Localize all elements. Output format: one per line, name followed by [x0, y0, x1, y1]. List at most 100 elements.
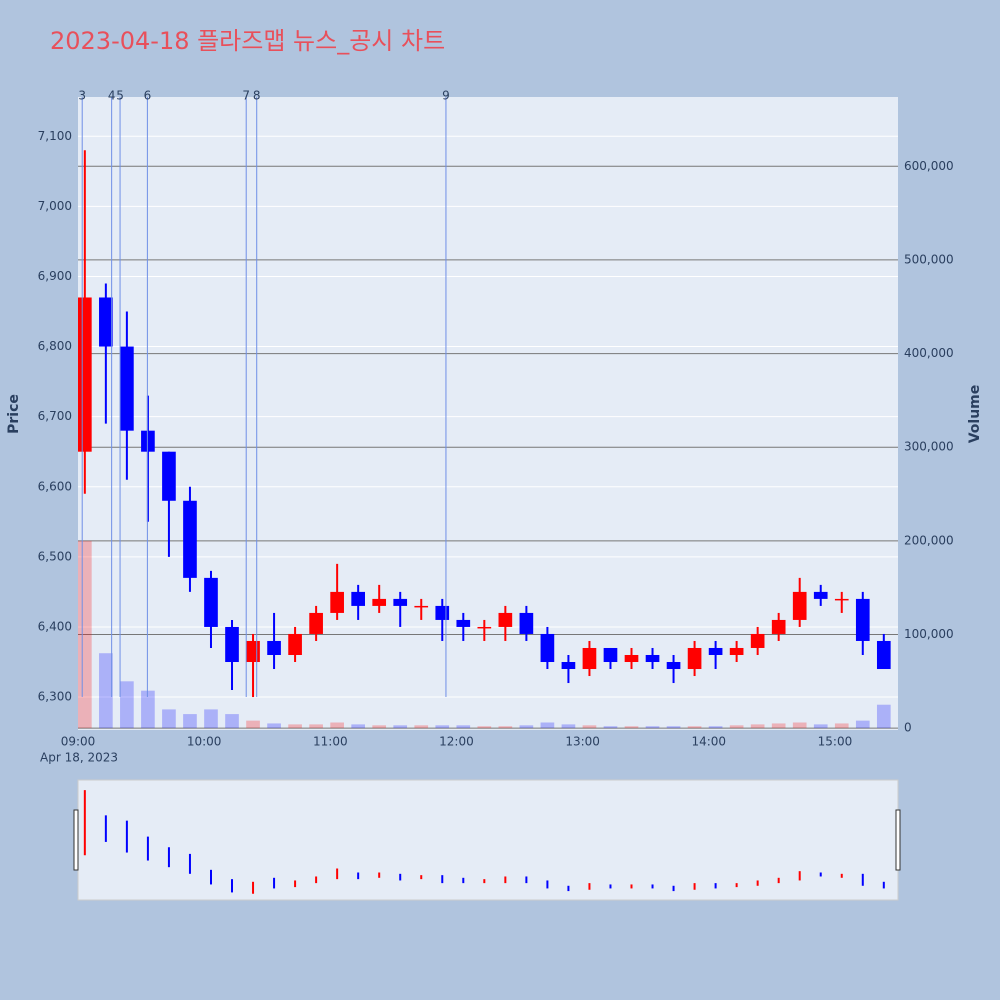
candle-body [162, 451, 176, 501]
candle-body [687, 647, 702, 670]
y-tick-label: 6,600 [38, 479, 72, 493]
candle-body [519, 612, 534, 634]
y2-tick-label: 0 [904, 721, 912, 735]
candle-body [246, 640, 260, 663]
volume-bar [519, 725, 534, 729]
volume-bar [540, 722, 555, 729]
y-tick-label: 7,100 [38, 129, 72, 143]
x-tick-label: 13:00 [565, 735, 600, 749]
volume-bar [645, 726, 660, 729]
volume-bar [141, 690, 155, 729]
candle-body [645, 654, 660, 663]
candle-body [393, 598, 408, 606]
range-slider[interactable] [77, 779, 899, 901]
volume-bar [750, 724, 765, 729]
volume-bar [582, 725, 597, 729]
candle-body [498, 612, 513, 627]
volume-bar [792, 722, 807, 729]
y-tick-label: 6,900 [38, 269, 72, 283]
y2-tick-label: 100,000 [904, 627, 954, 641]
candle-body [855, 598, 870, 641]
volume-bar [204, 709, 218, 729]
candle-body [78, 297, 92, 452]
y-axis-title: Price [6, 394, 22, 434]
event-label: 5 [116, 89, 124, 103]
candle-body [750, 633, 765, 648]
candle-body [561, 662, 576, 670]
volume-bar [498, 726, 513, 729]
volume-bar [414, 725, 429, 729]
volume-bar [477, 726, 492, 729]
event-label: 9 [442, 89, 450, 103]
volume-bar [267, 723, 281, 729]
event-label: 8 [253, 89, 261, 103]
volume-bar [603, 726, 618, 729]
y2-tick-label: 600,000 [904, 159, 954, 173]
candle-body [813, 591, 828, 599]
y-tick-label: 6,300 [38, 690, 72, 704]
y2-tick-label: 300,000 [904, 440, 954, 454]
volume-bar [99, 653, 113, 729]
volume-bar [729, 725, 744, 729]
volume-bar [246, 720, 260, 729]
x-tick-label: 10:00 [187, 735, 222, 749]
y-tick-label: 6,700 [38, 409, 72, 423]
candle-body [834, 598, 849, 601]
candle-body [666, 662, 681, 670]
volume-bar [120, 681, 134, 729]
volume-bar [813, 724, 828, 729]
event-label: 6 [144, 89, 152, 103]
volume-bar [435, 725, 450, 729]
event-label: 7 [242, 89, 250, 103]
volume-bar [834, 723, 849, 729]
candle-body [876, 640, 891, 670]
volume-bar [330, 722, 344, 729]
candle-body [288, 633, 302, 655]
candle-body [183, 500, 197, 578]
x-tick-label: 09:00 [61, 735, 96, 749]
volume-bar [456, 725, 471, 729]
y2-tick-label: 200,000 [904, 533, 954, 547]
volume-bar [183, 714, 197, 729]
candle-body [624, 654, 639, 663]
candle-body [792, 591, 807, 620]
x-date-label: Apr 18, 2023 [40, 751, 118, 765]
x-tick-label: 15:00 [818, 735, 853, 749]
volume-bar [78, 540, 92, 729]
candle-body [372, 598, 387, 606]
candle-body [708, 647, 723, 655]
event-label: 3 [78, 89, 86, 103]
volume-bar [162, 709, 176, 729]
candle-body [351, 591, 365, 606]
volume-bar [687, 726, 702, 729]
volume-bar [225, 714, 239, 729]
candle-body [204, 577, 218, 627]
slider-handle[interactable] [73, 809, 79, 871]
plot-area [78, 97, 898, 730]
volume-bar [372, 725, 387, 729]
volume-bar [708, 726, 723, 729]
candle-body [477, 626, 492, 629]
y-tick-label: 6,800 [38, 339, 72, 353]
candle-body [267, 640, 281, 655]
y-tick-label: 6,400 [38, 619, 72, 633]
y2-tick-label: 500,000 [904, 252, 954, 266]
candle-body [582, 647, 597, 670]
volume-bar [876, 704, 891, 729]
candle-body [540, 633, 555, 663]
candle-body [456, 619, 471, 627]
x-tick-label: 14:00 [691, 735, 726, 749]
volume-bar [624, 726, 639, 729]
candle-body [330, 591, 344, 613]
volume-bar [771, 723, 786, 729]
volume-bar [393, 725, 408, 729]
candle-body [225, 626, 239, 663]
volume-bar [855, 720, 870, 729]
x-tick-label: 11:00 [313, 735, 348, 749]
candle-body [141, 430, 155, 452]
volume-bar [288, 724, 302, 729]
slider-handle[interactable] [895, 809, 901, 871]
y-tick-label: 7,000 [38, 199, 72, 213]
volume-bar [351, 724, 365, 729]
candle-body [120, 346, 134, 431]
